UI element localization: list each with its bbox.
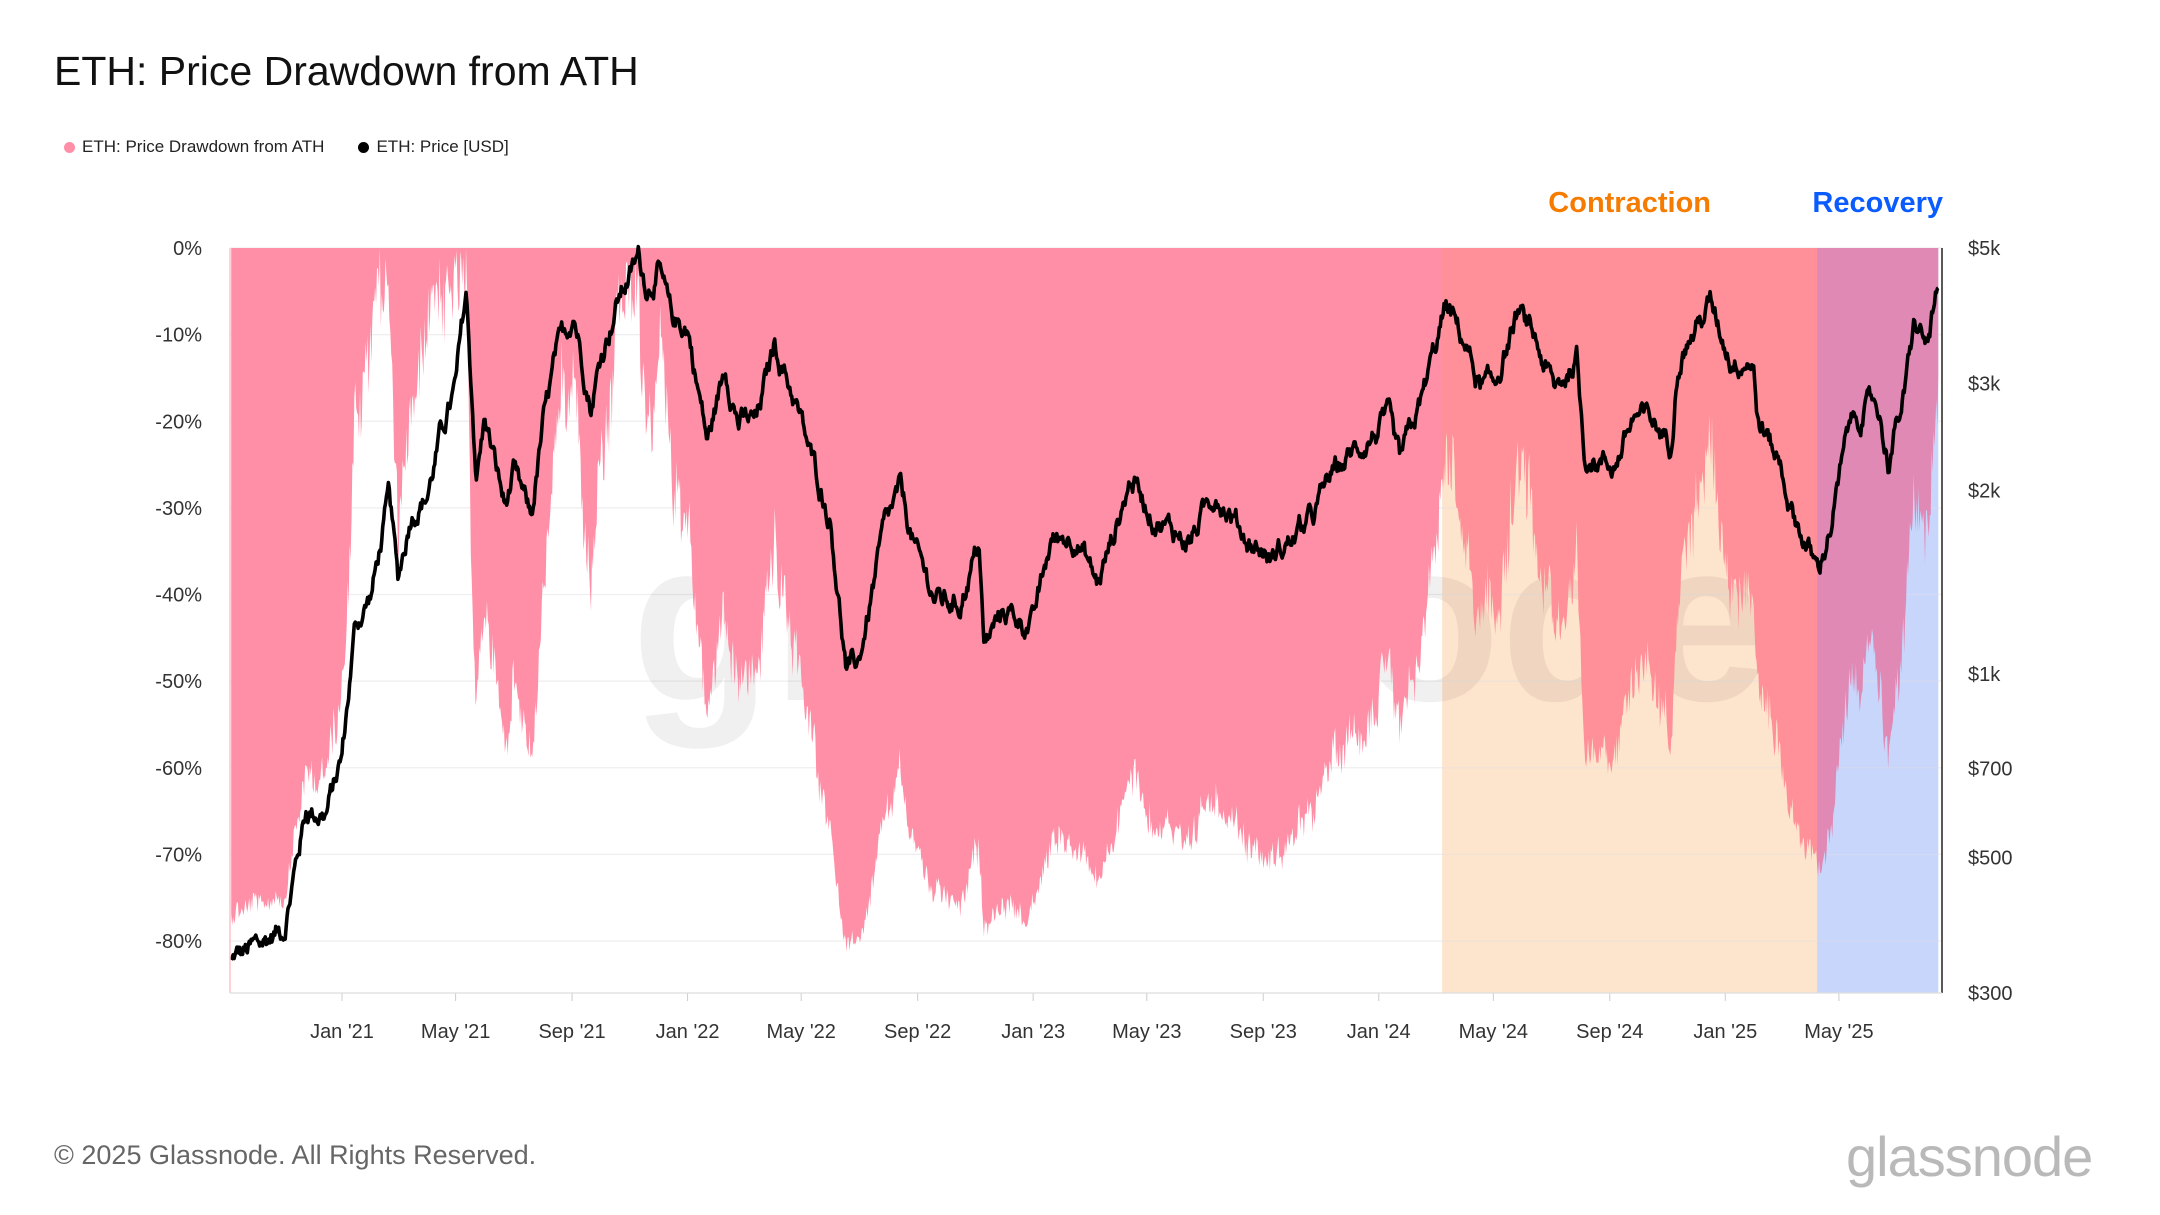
- y-left-tick-label: -50%: [155, 671, 202, 693]
- price-line: [229, 244, 1940, 961]
- x-tick-label: Jan '22: [656, 1021, 720, 1043]
- x-tick-label: May '25: [1804, 1021, 1873, 1043]
- x-tick-label: Jan '23: [1001, 1021, 1065, 1043]
- y-right-tick-label: $2k: [1968, 481, 2001, 503]
- y-right-tick-label: $5k: [1968, 238, 2001, 260]
- x-tick-label: Jan '21: [310, 1021, 374, 1043]
- x-tick-label: May '23: [1112, 1021, 1181, 1043]
- y-right-tick-label: $1k: [1968, 664, 2001, 686]
- x-tick-label: May '22: [766, 1021, 835, 1043]
- x-tick-label: Jan '25: [1693, 1021, 1757, 1043]
- copyright: © 2025 Glassnode. All Rights Reserved.: [54, 1140, 537, 1170]
- y-left-tick-label: -70%: [155, 844, 202, 866]
- y-left-tick-label: -20%: [155, 411, 202, 433]
- legend-item-drawdown[interactable]: ETH: Price Drawdown from ATH: [64, 137, 324, 157]
- x-tick-label: Sep '23: [1230, 1021, 1297, 1043]
- x-tick-label: Sep '22: [884, 1021, 951, 1043]
- y-left-tick-label: 0%: [173, 238, 202, 260]
- y-right-tick-label: $700: [1968, 759, 2013, 781]
- x-tick-label: May '21: [421, 1021, 490, 1043]
- x-tick-label: Sep '24: [1576, 1021, 1643, 1043]
- phase-label-contraction: Contraction: [1548, 187, 1711, 219]
- legend-label: ETH: Price Drawdown from ATH: [82, 137, 325, 156]
- y-left-tick-label: -60%: [155, 758, 202, 780]
- legend-dot-icon: [64, 141, 75, 153]
- y-left-tick-label: -30%: [155, 498, 202, 520]
- y-right-tick-label: $3k: [1968, 373, 2001, 395]
- x-tick-label: May '24: [1459, 1021, 1528, 1043]
- glassnode-logo: glassnode: [1846, 1125, 2093, 1188]
- x-tick-label: Sep '21: [538, 1021, 605, 1043]
- legend-item-price[interactable]: ETH: Price [USD]: [358, 137, 509, 157]
- y-right-tick-label: $500: [1968, 848, 2013, 870]
- x-tick-label: Jan '24: [1347, 1021, 1411, 1043]
- drawdown-area: [231, 248, 1939, 952]
- y-right-tick-label: $300: [1968, 983, 2013, 1005]
- y-left-tick-label: -40%: [155, 585, 202, 607]
- legend-label: ETH: Price [USD]: [376, 137, 509, 156]
- phase-label-recovery: Recovery: [1812, 187, 1943, 219]
- y-left-tick-label: -80%: [155, 931, 202, 953]
- legend-dot-icon: [358, 141, 370, 153]
- phase-overlay-contraction: [1442, 248, 1818, 993]
- y-left-tick-label: -10%: [155, 325, 202, 347]
- phase-overlay-recovery: [1817, 248, 1939, 993]
- legend: ETH: Price Drawdown from ATH ETH: Price …: [64, 137, 509, 157]
- chart-title: ETH: Price Drawdown from ATH: [54, 48, 639, 94]
